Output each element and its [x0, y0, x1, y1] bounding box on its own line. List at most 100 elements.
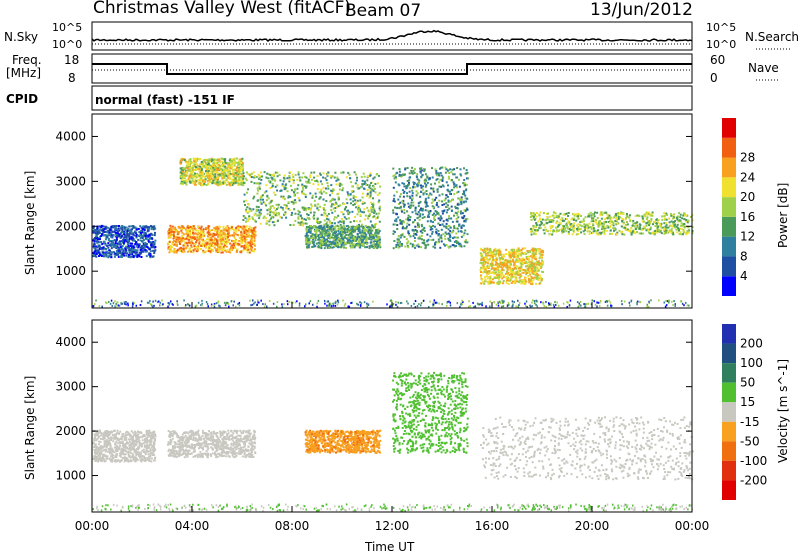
power-region-0-cell: [134, 230, 137, 233]
power-region-2-cell: [204, 166, 207, 169]
power-region-1-cell: [253, 244, 256, 247]
power-region-2-cell: [200, 175, 203, 178]
power-region-3-cell: [322, 172, 325, 175]
power-speckle: [502, 301, 504, 304]
power-region-4-cell: [356, 238, 359, 241]
power-region-5-cell: [456, 176, 459, 179]
power-region-2-cell: [194, 157, 197, 160]
power-region-5-cell: [456, 227, 459, 230]
power-region-2-cell: [224, 167, 227, 170]
power-region-5-cell: [464, 194, 467, 197]
power-region-0-cell: [131, 251, 134, 253]
power-region-0-cell: [121, 254, 124, 257]
power-region-4-cell: [372, 241, 375, 244]
power-region-0-cell: [117, 227, 120, 230]
power-region-1-cell: [224, 249, 227, 252]
power-region-1-cell: [251, 231, 254, 234]
power-region-3-cell: [358, 187, 361, 190]
power-speckle: [109, 302, 112, 305]
power-region-6-cell: [501, 256, 504, 259]
power-region-4-cell: [320, 241, 323, 244]
power-region-4-cell: [363, 233, 366, 236]
power-region-1-cell: [212, 239, 214, 242]
power-region-2-cell: [212, 166, 215, 169]
power-region-3-cell: [242, 181, 245, 184]
power-region-1-cell: [214, 229, 217, 232]
power-region-0-cell: [125, 254, 128, 257]
power-region-2-cell: [215, 171, 218, 174]
power-speckle: [629, 304, 631, 307]
power-region-3-cell: [260, 202, 263, 205]
power-speckle: [511, 305, 513, 308]
power-region-4-cell: [306, 246, 309, 249]
power-region-0-cell: [145, 225, 148, 228]
power-region-0-cell: [144, 242, 146, 245]
power-region-5-cell: [401, 182, 404, 185]
power-speckle: [210, 303, 213, 306]
power-region-4-cell: [318, 233, 321, 236]
power-region-1-cell: [204, 246, 207, 249]
power-region-4-cell: [315, 228, 317, 231]
power-region-2-cell: [223, 172, 226, 175]
power-speckle: [337, 301, 340, 304]
power-region-6-cell: [489, 264, 492, 267]
power-region-4-cell: [347, 229, 350, 232]
power-speckle: [467, 305, 470, 308]
power-region-1-cell: [197, 238, 200, 241]
power-region-1-cell: [173, 231, 176, 233]
power-region-6-cell: [482, 256, 485, 259]
power-region-3-cell: [287, 195, 290, 198]
power-region-1-cell: [250, 235, 253, 238]
power-region-0-cell: [131, 228, 134, 231]
power-region-1-cell: [169, 224, 172, 227]
power-region-2-cell: [237, 173, 240, 176]
power-region-0-cell: [125, 250, 128, 252]
power-region-3-cell: [248, 217, 251, 220]
power-region-5-cell: [441, 200, 444, 203]
power-region-1-cell: [213, 246, 216, 249]
power-region-3-cell: [375, 212, 378, 215]
power-region-3-cell: [319, 180, 322, 183]
power-region-4-cell: [316, 228, 319, 231]
power-region-3-cell: [352, 197, 355, 200]
power-region-5-cell: [421, 241, 424, 244]
power-region-0-cell: [96, 227, 99, 230]
power-region-1-cell: [190, 240, 193, 243]
power-speckle: [326, 300, 329, 303]
power-region-4-cell: [334, 227, 337, 230]
power-region-2-cell: [236, 170, 239, 173]
power-region-5-cell: [415, 233, 418, 236]
power-region-2-cell: [200, 169, 203, 171]
power-speckle: [594, 303, 597, 306]
power-region-4-cell: [317, 235, 320, 238]
power-speckle: [513, 301, 515, 304]
power-region-5-cell: [419, 195, 422, 198]
power-region-1-cell: [173, 248, 176, 251]
power-region-1-cell: [241, 227, 244, 230]
power-region-1-cell: [217, 248, 220, 251]
power-region-0-cell: [114, 245, 117, 248]
power-region-3-cell: [288, 176, 291, 179]
power-speckle: [429, 300, 431, 303]
power-region-1-cell: [197, 229, 200, 232]
power-region-2-cell: [190, 171, 193, 174]
power-region-5-cell: [460, 203, 463, 206]
power-speckle: [478, 303, 480, 306]
power-region-4-cell: [353, 237, 356, 240]
power-region-3-cell: [345, 198, 348, 201]
power-region-4-cell: [349, 236, 352, 239]
power-speckle: [298, 302, 301, 305]
power-region-6-cell: [480, 257, 483, 260]
power-region-5-cell: [393, 174, 396, 177]
power-region-1-cell: [230, 249, 233, 252]
power-region-5-cell: [450, 171, 453, 174]
power-region-5-cell: [402, 225, 404, 228]
power-region-2-cell: [211, 158, 214, 161]
power-speckle: [117, 304, 120, 307]
power-region-4-cell: [317, 237, 320, 240]
power-region-0-cell: [97, 237, 100, 239]
power-region-1-cell: [229, 242, 232, 245]
power-region-3-cell: [252, 197, 255, 200]
power-region-4-cell: [362, 226, 365, 229]
power-region-2-cell: [236, 175, 239, 178]
